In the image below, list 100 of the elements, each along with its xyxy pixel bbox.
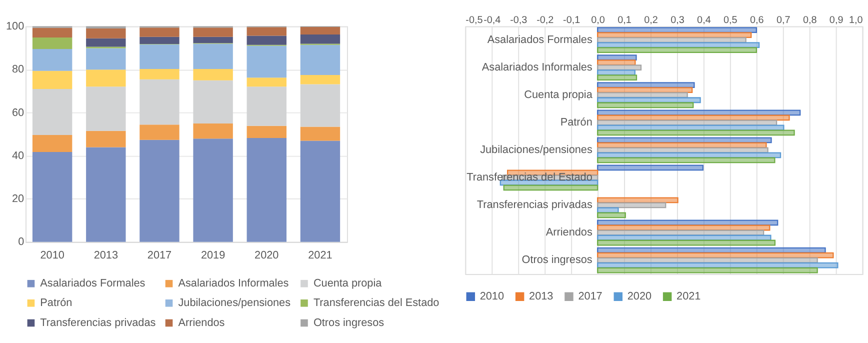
y-tick-label: 0 [18, 236, 24, 248]
y-tick-label: 100 [6, 20, 24, 33]
bar [597, 157, 776, 164]
legend-label: 2017 [578, 290, 602, 303]
bar [300, 126, 340, 141]
x-tick-label: 2019 [200, 249, 226, 262]
bar [597, 202, 666, 208]
bar [300, 26, 340, 34]
bar [246, 78, 286, 87]
bar [86, 70, 126, 87]
bar [86, 147, 126, 242]
x-tick-label: 0,7 [776, 14, 791, 26]
bar [140, 44, 180, 69]
y-tick-label: Transferencias privadas [476, 199, 593, 212]
legend-label: Patrón [40, 296, 72, 309]
bar [32, 28, 72, 38]
x-tick-label: 0,4 [697, 14, 712, 26]
bar [86, 28, 126, 38]
bar [597, 164, 704, 171]
legend-label: 2020 [627, 290, 652, 303]
bar [32, 89, 72, 135]
bar [140, 124, 180, 140]
bar [597, 130, 795, 136]
bar [140, 36, 180, 44]
x-tick-label: 1,0 [849, 14, 864, 26]
x-tick-label: 0,0 [591, 14, 606, 26]
x-tick-label: -0,4 [484, 14, 502, 26]
bar [300, 44, 340, 76]
legend-label: 2021 [676, 290, 701, 303]
bar [246, 86, 286, 126]
bar [140, 68, 180, 80]
bar [140, 79, 180, 125]
bar [503, 184, 598, 191]
legend-label: Cuenta propia [313, 277, 383, 290]
x-tick-label: 2010 [40, 249, 64, 262]
x-tick-label: 0,3 [670, 14, 685, 26]
x-tick-label: -0,1 [563, 14, 581, 26]
bar [246, 36, 286, 45]
y-tick-label: 80 [12, 64, 24, 76]
bar [597, 267, 818, 274]
bar [140, 140, 180, 242]
bar [193, 68, 233, 80]
bar [193, 124, 233, 139]
bar [140, 28, 180, 37]
y-tick-label: Asalariados Formales [487, 34, 593, 46]
y-tick-label: 60 [12, 106, 24, 119]
bar [597, 47, 757, 54]
x-tick-label: 2017 [147, 249, 172, 262]
bar [32, 38, 72, 49]
bar [86, 130, 126, 148]
bar [193, 138, 233, 242]
legend-label: 2010 [480, 290, 504, 303]
y-tick-label: Arriendos [546, 226, 593, 239]
bar [32, 134, 72, 152]
x-tick-label: -0,2 [536, 14, 554, 26]
x-tick-label: 0,9 [829, 14, 844, 26]
bar [300, 140, 340, 242]
bar [32, 70, 72, 90]
x-tick-label: 2021 [308, 249, 332, 262]
bar [246, 46, 286, 78]
x-tick-label: -0,3 [510, 14, 528, 26]
bar [597, 102, 694, 108]
legend-label: 2013 [529, 290, 554, 303]
x-tick-label: 0,1 [618, 14, 632, 26]
bar [246, 126, 286, 138]
bar [193, 80, 233, 124]
x-tick-label: 0,5 [724, 14, 738, 26]
legend-label: Jubilaciones/pensiones [178, 296, 292, 309]
bar [193, 44, 233, 69]
legend-label: Arriendos [178, 316, 226, 329]
y-tick-label: Asalariados Informales [482, 61, 593, 74]
bar [246, 138, 286, 242]
bar [597, 212, 626, 218]
legend-label: Asalariados Informales [178, 277, 290, 290]
y-tick-label: Jubilaciones/pensiones [480, 144, 593, 156]
legend-label: Otros ingresos [313, 316, 385, 329]
bar [597, 240, 776, 246]
bar [597, 74, 638, 81]
legend-label: Transferencias privadas [40, 316, 156, 329]
bar [193, 36, 233, 44]
x-tick-label: 0,2 [644, 14, 658, 26]
bar [86, 48, 126, 70]
x-tick-label: 0,8 [802, 14, 818, 26]
x-tick-label: 0,6 [750, 14, 764, 26]
bar [86, 38, 126, 47]
y-tick-label: Otros ingresos [522, 254, 593, 266]
bar [32, 152, 72, 242]
x-tick-label: 2020 [254, 249, 279, 262]
y-tick-label: Cuenta propia [524, 88, 594, 101]
x-tick-label: -0,5 [466, 14, 484, 26]
bar [300, 34, 340, 44]
bar [300, 84, 340, 127]
bar [300, 75, 340, 84]
legend-label: Transferencias del Estado [313, 296, 440, 309]
bar [32, 48, 72, 71]
x-tick-label: 2013 [94, 249, 118, 262]
legend-label: Asalariados Formales [40, 277, 146, 290]
bar [246, 27, 286, 36]
y-tick-label: 20 [12, 193, 24, 206]
bar [86, 86, 126, 131]
